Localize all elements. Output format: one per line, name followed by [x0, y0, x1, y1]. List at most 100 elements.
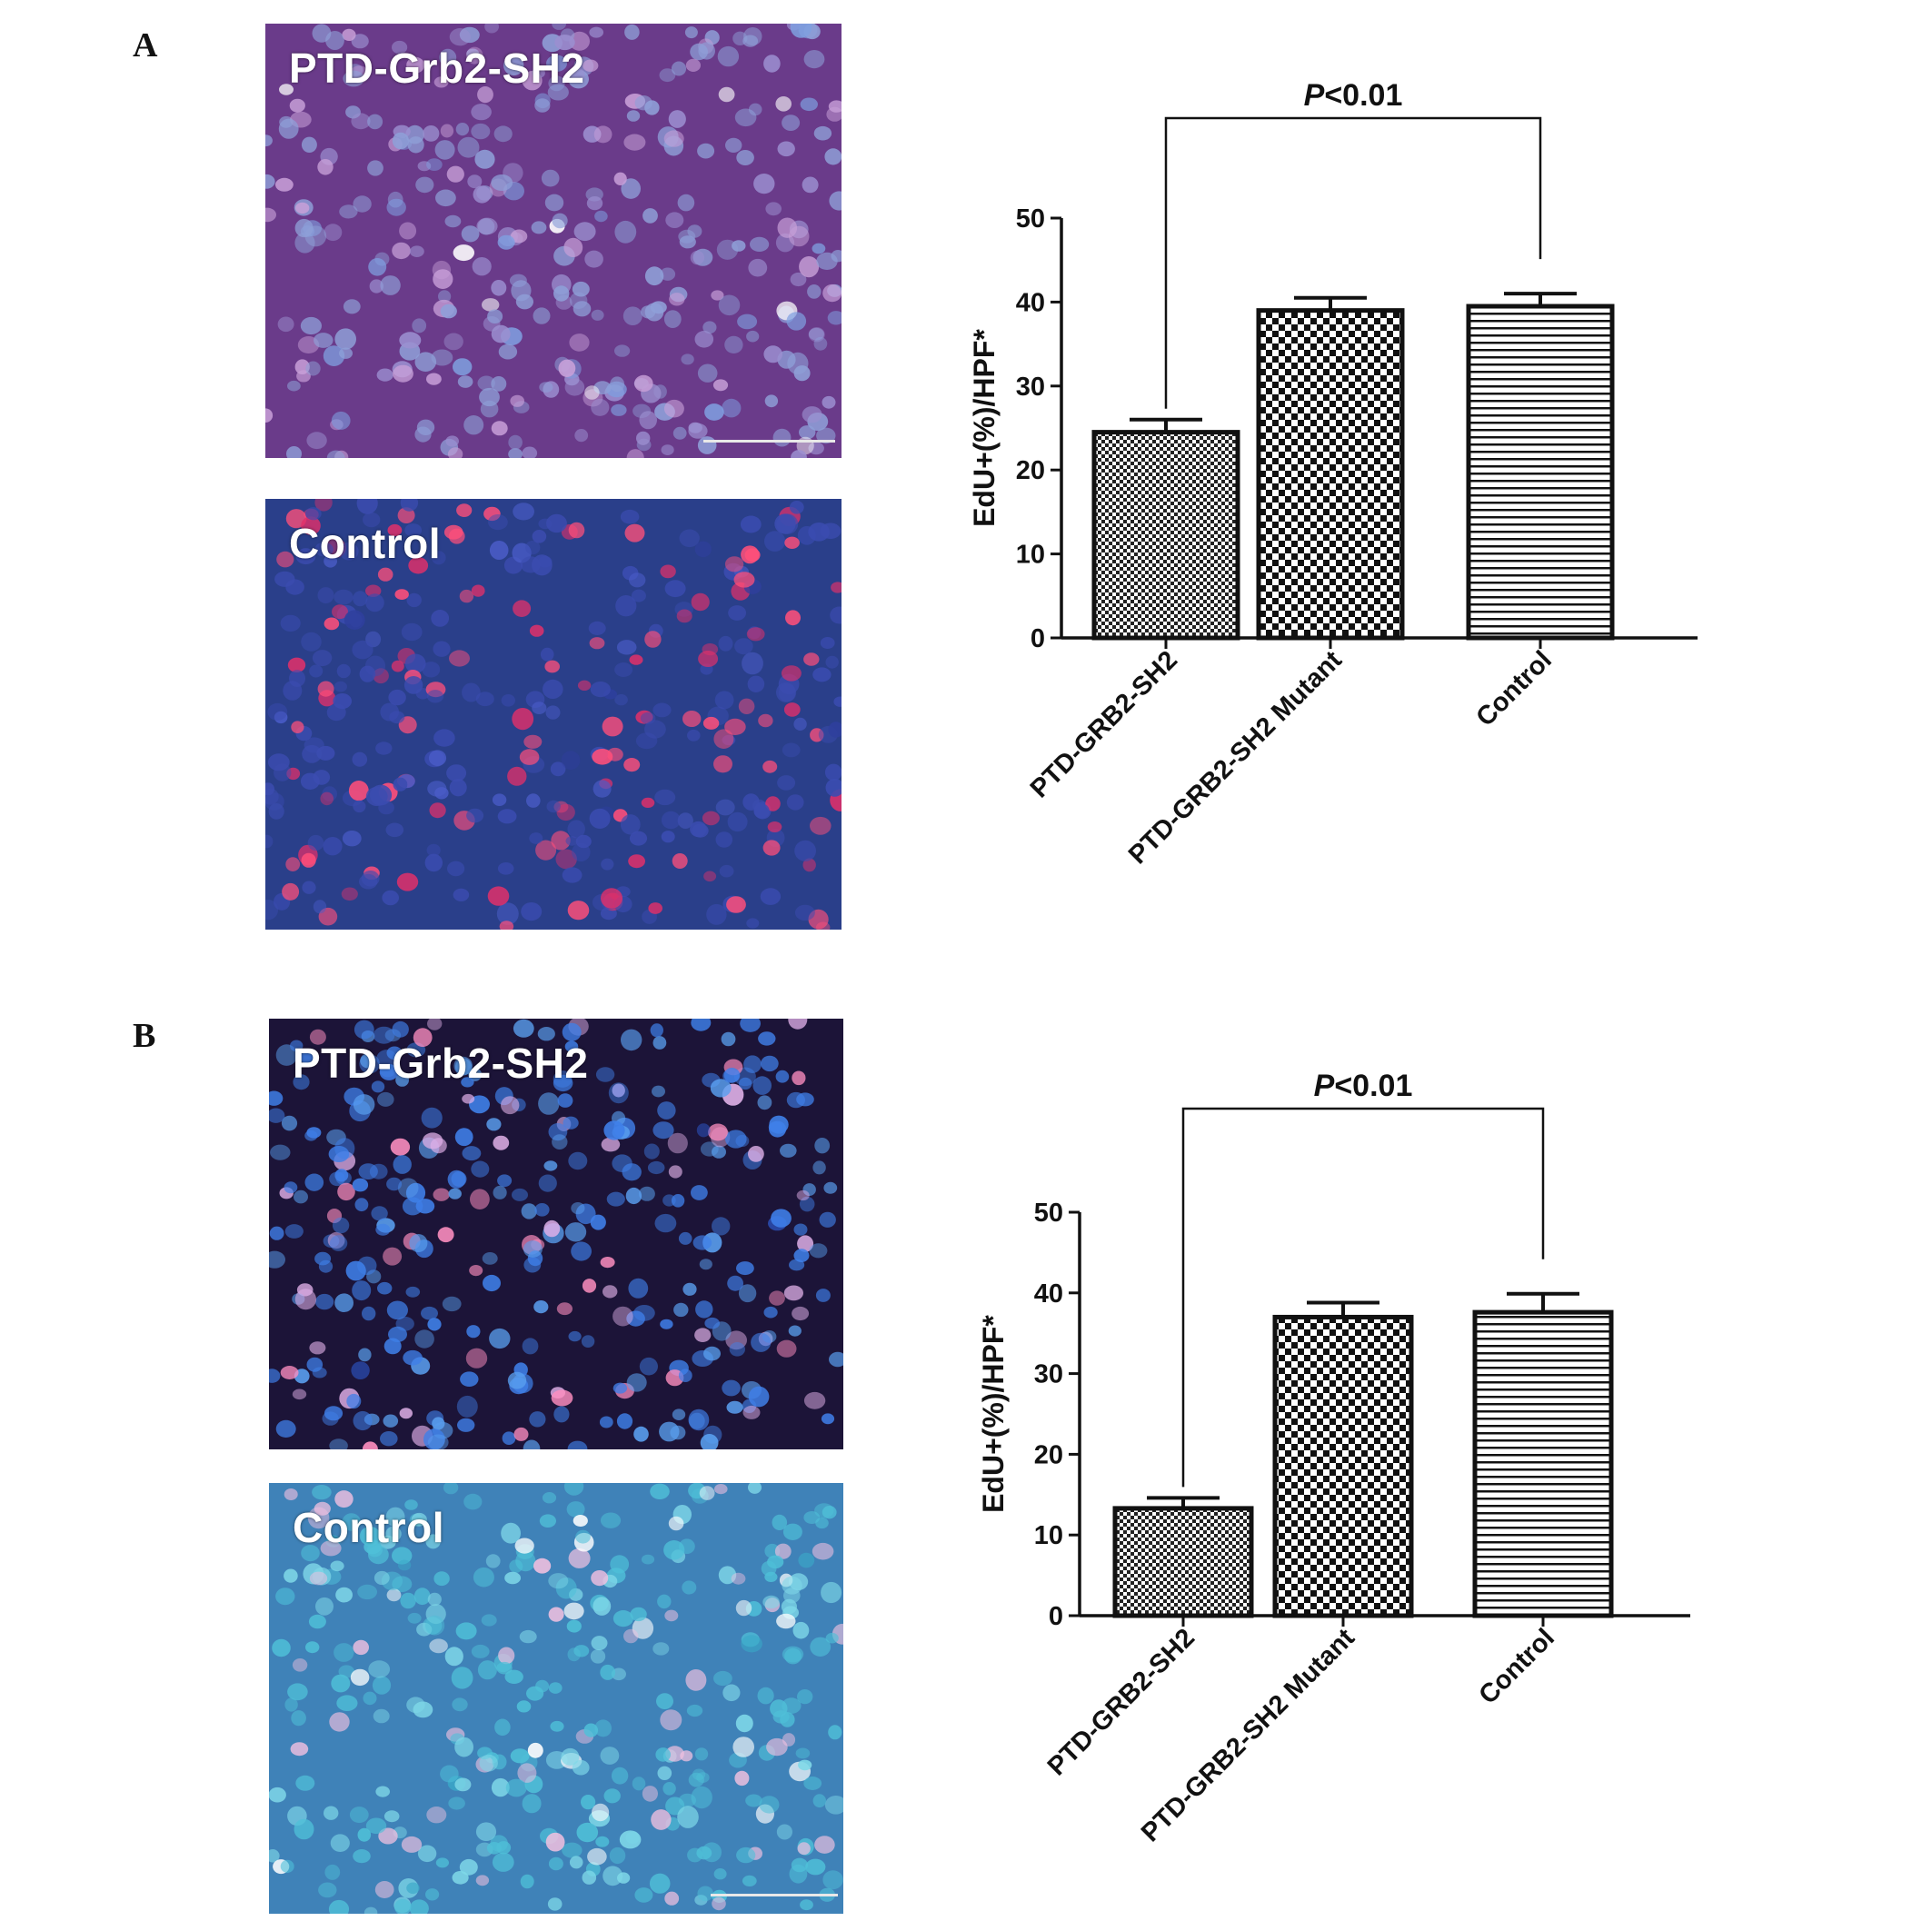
- cell-nucleus: [677, 194, 695, 212]
- cell-nucleus: [797, 1689, 813, 1705]
- cell-nucleus: [563, 1602, 584, 1620]
- cell-nucleus: [408, 557, 429, 574]
- cell-nucleus: [511, 280, 532, 302]
- cell-nucleus: [543, 1219, 561, 1238]
- cell-nucleus: [586, 196, 603, 211]
- cell-nucleus: [592, 749, 613, 765]
- cell-nucleus: [287, 1683, 308, 1701]
- cell-nucleus: [567, 820, 585, 839]
- cell-nucleus: [359, 873, 378, 890]
- cell-nucleus: [484, 24, 499, 34]
- cell-nucleus: [365, 786, 388, 806]
- cell-nucleus: [615, 595, 637, 617]
- cell-nucleus: [467, 174, 483, 189]
- cell-nucleus: [751, 1332, 772, 1352]
- cell-nucleus: [367, 160, 383, 176]
- cell-nucleus: [448, 1188, 462, 1199]
- cell-nucleus: [378, 801, 394, 815]
- cell-nucleus: [632, 1777, 646, 1791]
- cell-nucleus: [317, 681, 334, 697]
- cell-nucleus: [454, 1128, 473, 1147]
- cell-nucleus: [724, 335, 743, 353]
- cell-nucleus: [421, 1306, 438, 1320]
- cell-nucleus: [520, 1874, 534, 1889]
- cell-nucleus: [473, 1567, 494, 1588]
- cell-nucleus: [544, 194, 564, 212]
- cell-nucleus: [727, 1275, 743, 1291]
- cell-nucleus: [575, 834, 592, 849]
- cell-nucleus: [777, 217, 798, 238]
- cell-nucleus: [762, 760, 778, 773]
- cell-nucleus: [822, 1870, 843, 1890]
- cell-nucleus: [800, 97, 818, 112]
- cell-nucleus: [314, 499, 333, 512]
- bar: [1112, 1506, 1254, 1618]
- cell-nucleus: [687, 1847, 703, 1863]
- cell-nucleus: [497, 1174, 513, 1188]
- cell-nucleus: [548, 1573, 569, 1589]
- cell-nucleus: [757, 1687, 774, 1705]
- cell-nucleus: [702, 811, 720, 826]
- cell-nucleus: [692, 1235, 712, 1250]
- cell-nucleus: [295, 548, 316, 565]
- cell-nucleus: [531, 221, 547, 234]
- cell-nucleus: [507, 1371, 527, 1389]
- cell-nucleus: [481, 1614, 497, 1627]
- cell-nucleus: [373, 1026, 395, 1044]
- cell-nucleus: [401, 1836, 423, 1853]
- cell-nucleus: [568, 1548, 591, 1568]
- cell-nucleus: [571, 1202, 585, 1215]
- cell-nucleus: [713, 729, 734, 749]
- cell-nucleus: [508, 448, 523, 458]
- cell-nucleus: [769, 1115, 789, 1134]
- cell-nucleus: [612, 1083, 625, 1098]
- cell-nucleus: [477, 375, 495, 391]
- cell-nucleus: [739, 1077, 752, 1090]
- cell-nucleus: [558, 359, 576, 377]
- cell-nucleus: [711, 290, 724, 301]
- cell-nucleus: [825, 655, 839, 669]
- cell-nucleus: [442, 1296, 462, 1312]
- cell-nucleus: [302, 881, 316, 894]
- cell-nucleus: [462, 1093, 475, 1104]
- cell-nucleus: [663, 130, 684, 147]
- cell-nucleus: [783, 1285, 804, 1301]
- cell-nucleus: [413, 1588, 431, 1606]
- cell-nucleus: [334, 328, 356, 350]
- cell-nucleus: [603, 1866, 623, 1886]
- cell-nucleus: [802, 176, 819, 194]
- cell-nucleus: [829, 191, 842, 211]
- cell-nucleus: [791, 450, 807, 458]
- cell-nucleus: [810, 1637, 832, 1657]
- cell-nucleus: [301, 1545, 320, 1562]
- cell-nucleus: [375, 1786, 390, 1797]
- cell-nucleus: [306, 1127, 322, 1139]
- cell-nucleus: [780, 1143, 797, 1158]
- cell-nucleus: [404, 653, 426, 673]
- cell-nucleus: [551, 1389, 573, 1407]
- cell-nucleus: [614, 344, 631, 357]
- cell-nucleus: [446, 165, 464, 183]
- cell-nucleus: [764, 1571, 778, 1582]
- cell-nucleus: [574, 429, 589, 443]
- cell-nucleus: [314, 1251, 332, 1266]
- cell-nucleus: [805, 1858, 826, 1876]
- cell-nucleus: [830, 606, 842, 624]
- cell-nucleus: [353, 1849, 371, 1864]
- cell-nucleus: [513, 1427, 529, 1441]
- cell-nucleus: [808, 327, 824, 341]
- cell-nucleus: [449, 28, 471, 46]
- cell-nucleus: [788, 1325, 802, 1337]
- cell-nucleus: [502, 1431, 516, 1445]
- cell-nucleus: [681, 353, 694, 365]
- cell-nucleus: [626, 110, 641, 122]
- cell-nucleus: [455, 123, 470, 136]
- cell-nucleus: [279, 84, 294, 95]
- cell-nucleus: [747, 675, 765, 692]
- cell-nucleus: [763, 345, 782, 363]
- cell-nucleus: [619, 1830, 642, 1849]
- cell-nucleus: [550, 1720, 564, 1732]
- cell-nucleus: [301, 516, 321, 535]
- cell-nucleus: [544, 660, 560, 673]
- cell-nucleus: [679, 529, 700, 548]
